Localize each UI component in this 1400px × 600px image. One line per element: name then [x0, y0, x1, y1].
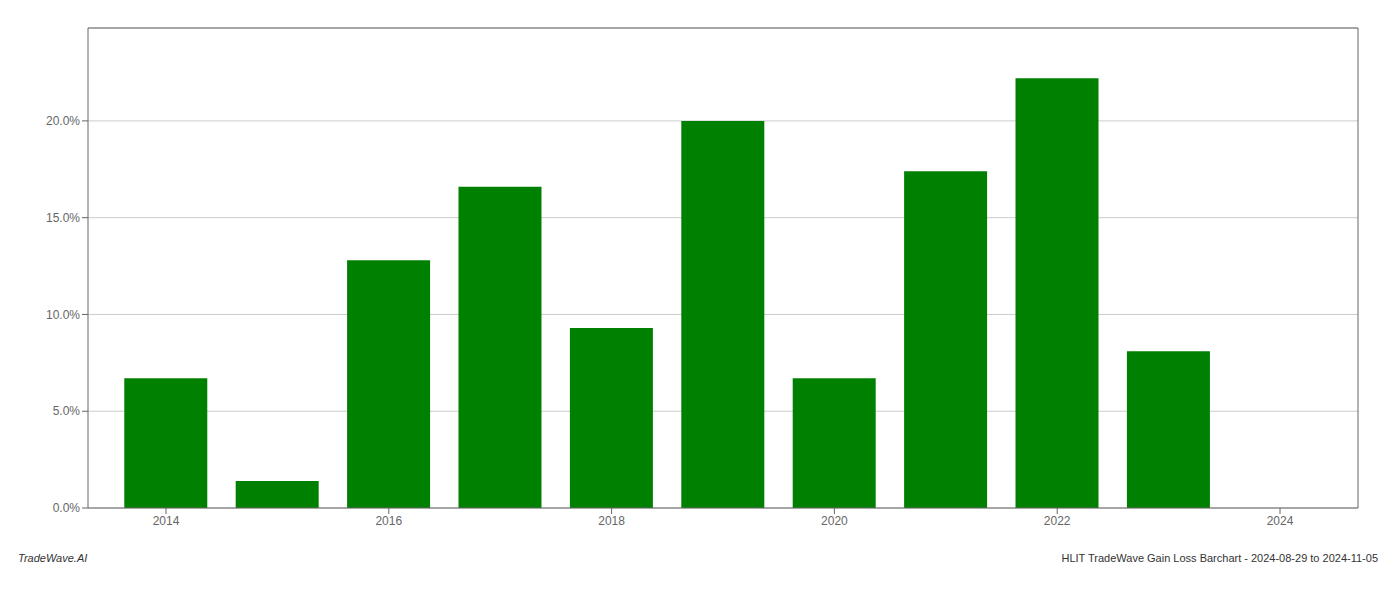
svg-text:10.0%: 10.0% [46, 308, 80, 322]
svg-text:2024: 2024 [1267, 514, 1294, 528]
svg-text:2022: 2022 [1044, 514, 1071, 528]
svg-text:0.0%: 0.0% [53, 501, 81, 515]
svg-text:2018: 2018 [598, 514, 625, 528]
svg-text:2020: 2020 [821, 514, 848, 528]
html-text:HLIT TradeWave Gain Loss Barch: HLIT TradeWave Gain Loss Barchart - 2024… [1061, 552, 1378, 564]
html-text:TradeWave.AI: TradeWave.AI [18, 552, 88, 564]
svg-text:20.0%: 20.0% [46, 114, 80, 128]
svg-text:15.0%: 15.0% [46, 211, 80, 225]
svg-text:2016: 2016 [375, 514, 402, 528]
svg-text:5.0%: 5.0% [53, 404, 81, 418]
svg-text:2014: 2014 [153, 514, 180, 528]
